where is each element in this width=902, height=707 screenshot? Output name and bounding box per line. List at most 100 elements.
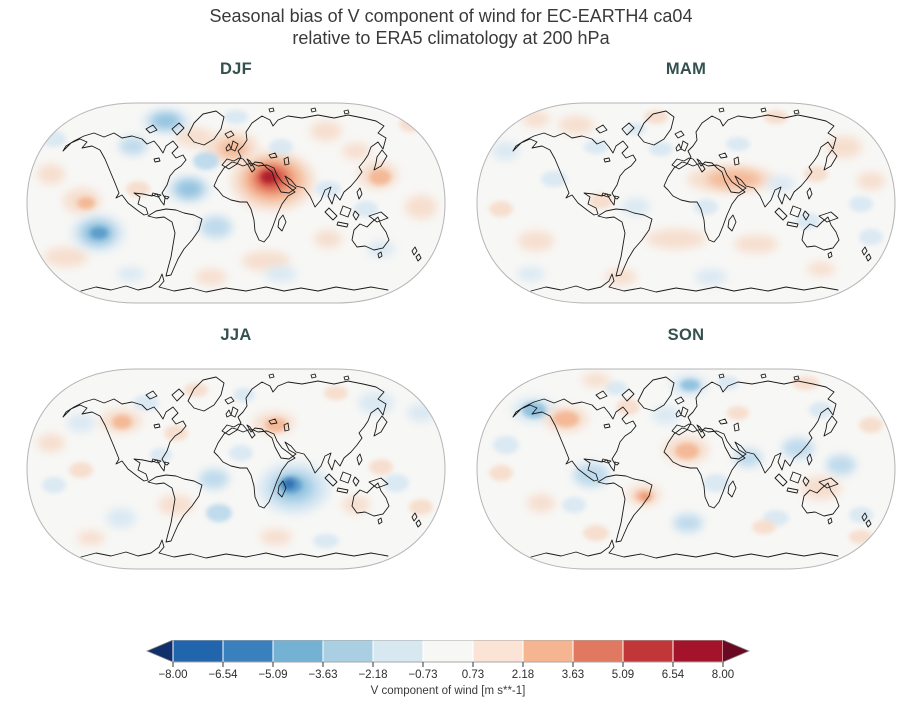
anomaly-blob xyxy=(200,216,232,238)
anomaly-blob xyxy=(151,113,181,129)
anomaly-blob xyxy=(695,269,727,285)
anomaly-blob xyxy=(242,251,290,271)
colorbar-tick-labels: −8.00 −6.54 −5.09 −3.63 −2.18 −0.73 0.73 2.18 3.… xyxy=(146,668,750,683)
anomaly-blob xyxy=(265,418,287,432)
anomaly-blob xyxy=(616,399,640,415)
anomaly-blob xyxy=(42,477,66,493)
anomaly-blob xyxy=(807,262,835,276)
anomaly-blob xyxy=(354,201,378,217)
anomaly-blob xyxy=(117,267,145,281)
colorbar-tick-label: 3.63 xyxy=(561,669,585,681)
colorbar-segment xyxy=(172,640,224,663)
anomaly-blob xyxy=(703,474,729,492)
anomaly-blob xyxy=(680,379,700,391)
anomaly-blob xyxy=(527,494,555,512)
anomaly-blob xyxy=(269,139,293,155)
colorbar-gradient xyxy=(146,640,750,667)
anomaly-blob xyxy=(67,414,95,432)
colorbar-under-arrow xyxy=(147,640,173,662)
anomaly-blob xyxy=(184,383,208,397)
anomaly-blob xyxy=(407,404,435,422)
anomaly-blob xyxy=(150,448,172,462)
anomaly-blob xyxy=(859,417,883,433)
anomaly-blob xyxy=(90,227,108,239)
anomaly-blob xyxy=(175,180,203,198)
anomaly-blob xyxy=(849,507,873,523)
anomaly-blob xyxy=(69,462,93,478)
anomaly-blob xyxy=(313,534,339,548)
anomaly-blob xyxy=(133,395,159,411)
map-border xyxy=(476,368,896,570)
figure-title-line2: relative to ERA5 climatology at 200 hPa xyxy=(292,28,610,48)
colorbar-tick-label: −2.18 xyxy=(358,669,388,681)
anomaly-blob xyxy=(409,499,433,515)
anomaly-blob xyxy=(605,269,637,285)
colorbar: −8.00 −6.54 −5.09 −3.63 −2.18 −0.73 0.73 2.18 3.… xyxy=(146,640,750,697)
anomaly-blob xyxy=(119,137,147,155)
anomaly-blob xyxy=(582,373,610,387)
colorbar-segment xyxy=(472,640,524,663)
anomaly-blob xyxy=(541,171,567,187)
panel-title-djf: DJF xyxy=(219,60,253,78)
colorbar-tick-label: −6.54 xyxy=(208,669,238,681)
map-jja xyxy=(26,368,446,570)
anomaly-blob xyxy=(233,388,255,402)
anomaly-blob xyxy=(489,465,513,481)
colorbar-segment xyxy=(572,640,624,663)
anomaly-blob xyxy=(796,213,820,229)
anomaly-blob xyxy=(767,176,795,192)
anomaly-blob xyxy=(553,411,579,427)
anomaly-blob xyxy=(675,443,699,459)
anomaly-blob xyxy=(583,525,609,541)
anomaly-blob xyxy=(310,121,342,141)
anomaly-blob xyxy=(782,438,814,458)
anomaly-blob xyxy=(857,172,885,190)
anomaly-blob xyxy=(324,386,348,400)
anomaly-blob xyxy=(77,197,95,209)
anomaly-blob xyxy=(726,137,750,151)
colorbar-segment xyxy=(622,640,674,663)
figure-title-line1: Seasonal bias of V component of wind for… xyxy=(209,6,693,26)
colorbar-segment xyxy=(272,640,324,663)
anomaly-blob xyxy=(626,123,646,135)
colorbar-tick-label: 0.73 xyxy=(461,669,485,681)
anomaly-blob xyxy=(260,529,292,545)
colorbar-tick-label: −0.73 xyxy=(408,669,438,681)
map-mam xyxy=(476,102,896,304)
anomaly-blob xyxy=(158,495,194,515)
anomaly-blob xyxy=(562,497,586,513)
anomaly-blob xyxy=(764,110,788,124)
anomaly-blob xyxy=(224,110,248,124)
anomaly-blob xyxy=(106,508,136,528)
map-djf xyxy=(26,102,446,304)
anomaly-blob xyxy=(42,131,66,147)
anomaly-blob xyxy=(727,406,749,420)
anomaly-blob xyxy=(522,402,546,418)
map-border xyxy=(26,368,446,570)
colorbar-tick-label: 8.00 xyxy=(711,669,735,681)
anomaly-blob xyxy=(193,152,219,170)
anomaly-blob xyxy=(734,449,762,467)
anomaly-blob xyxy=(265,266,297,282)
anomaly-blob xyxy=(826,455,856,475)
anomaly-blob xyxy=(342,496,370,514)
map-background xyxy=(477,103,895,303)
anomaly-blob xyxy=(367,241,395,257)
colorbar-tick-label: 2.18 xyxy=(511,669,535,681)
anomaly-blob xyxy=(489,201,513,217)
anomaly-blob xyxy=(342,143,370,159)
anomaly-blob xyxy=(493,436,519,454)
anomaly-blob xyxy=(804,166,828,182)
anomaly-blob xyxy=(694,199,718,215)
colorbar-tick-label: −3.63 xyxy=(308,669,338,681)
anomaly-blob xyxy=(195,269,227,285)
anomaly-blob xyxy=(707,170,761,188)
colorbar-tick-label: −5.09 xyxy=(258,669,288,681)
anomaly-blob xyxy=(164,425,188,441)
anomaly-blob xyxy=(717,376,739,390)
colorbar-axis-label: V component of wind [m s**-1] xyxy=(370,685,526,697)
anomaly-blob xyxy=(229,445,253,461)
anomaly-blob xyxy=(734,235,778,253)
anomaly-blob xyxy=(644,110,668,124)
anomaly-blob xyxy=(219,140,247,158)
